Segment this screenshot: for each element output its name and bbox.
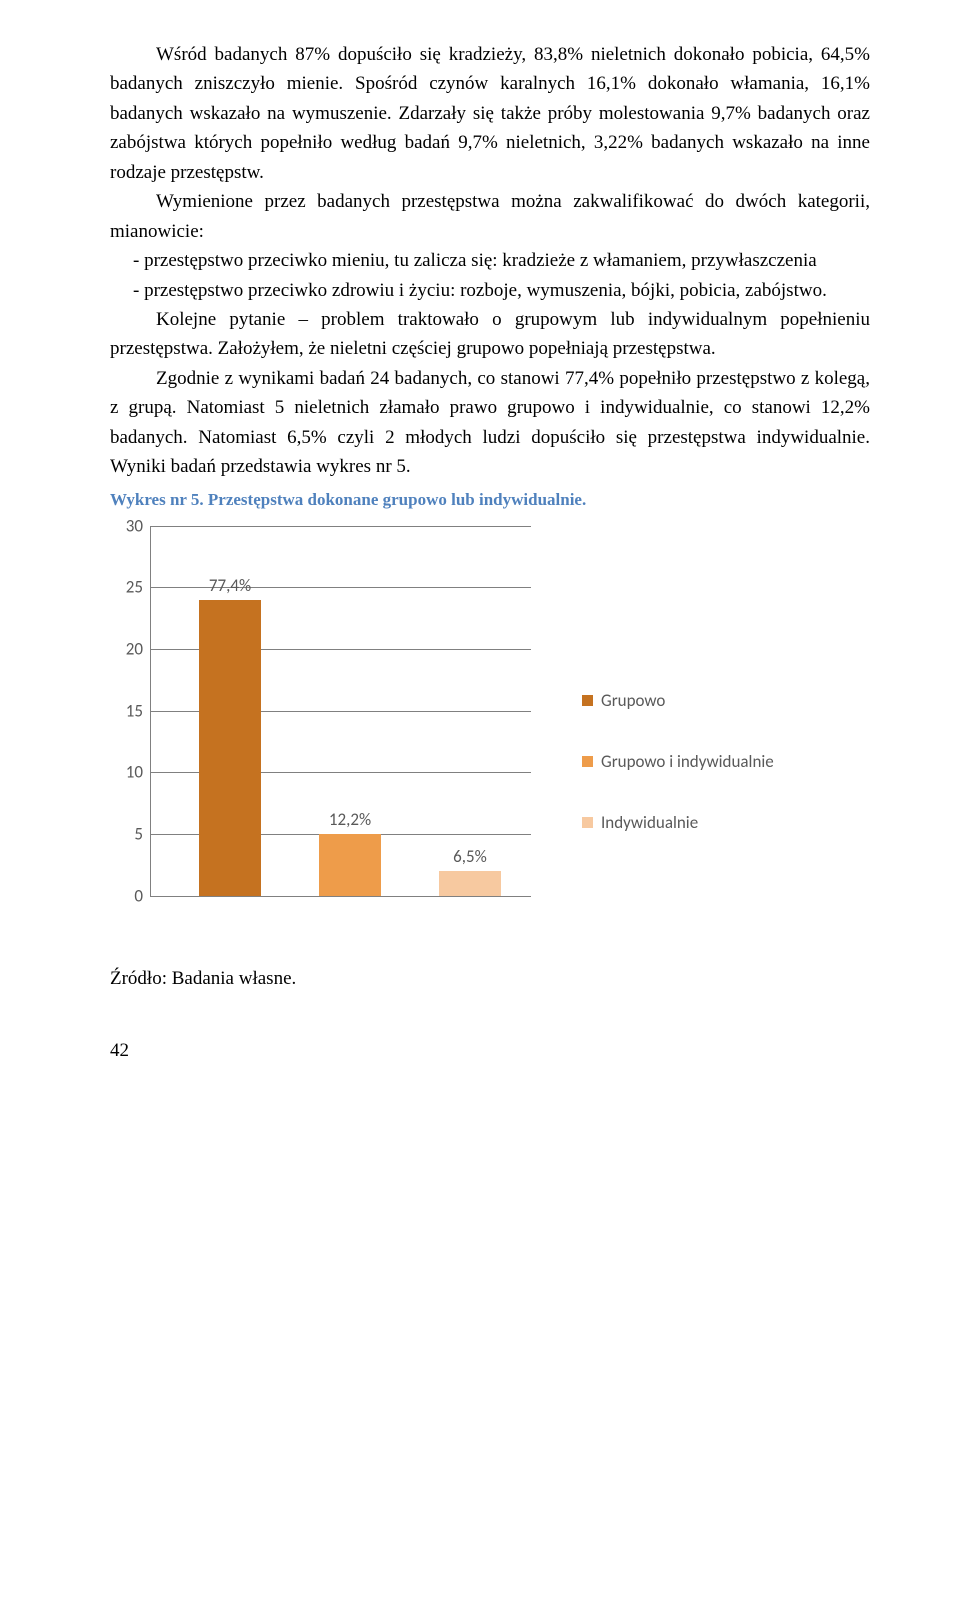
list-item-1: - przestępstwo przeciwko mieniu, tu zali…	[110, 246, 870, 275]
chart-ytick: 15	[126, 700, 151, 721]
chart-legend-item: Grupowo i indywidualnie	[582, 751, 774, 772]
legend-label: Indywidualnie	[601, 812, 698, 833]
chart-bar-label: 12,2%	[329, 809, 371, 834]
legend-label: Grupowo	[601, 690, 665, 711]
chart-caption: Wykres nr 5. Przestępstwa dokonane grupo…	[110, 490, 870, 510]
page-number: 42	[110, 1040, 870, 1062]
chart-bar: 6,5%	[439, 871, 501, 896]
chart-gridline	[151, 526, 531, 527]
chart-ytick: 0	[134, 885, 151, 906]
chart-legend: Grupowo Grupowo i indywidualnie Indywidual…	[582, 690, 774, 873]
chart-plot-area: 05101520253077,4%12,2%6,5%	[150, 526, 531, 897]
chart-bar: 12,2%	[319, 834, 381, 896]
page: Wśród badanych 87% dopuściło się kradzie…	[0, 0, 960, 1102]
paragraph-2: Wymienione przez badanych przestępstwa m…	[110, 187, 870, 246]
chart-bar: 77,4%	[199, 600, 261, 896]
chart-ytick: 25	[126, 577, 151, 598]
legend-swatch	[582, 695, 593, 706]
chart-ytick: 20	[126, 638, 151, 659]
chart-legend-item: Grupowo	[582, 690, 774, 711]
paragraph-4: Zgodnie z wynikami badań 24 badanych, co…	[110, 364, 870, 482]
legend-label: Grupowo i indywidualnie	[601, 751, 774, 772]
chart: 05101520253077,4%12,2%6,5% GrupowoGrupow…	[102, 520, 842, 940]
chart-bar-label: 77,4%	[209, 575, 251, 600]
paragraph-1: Wśród badanych 87% dopuściło się kradzie…	[110, 40, 870, 187]
list-item-2: - przestępstwo przeciwko zdrowiu i życiu…	[110, 276, 870, 305]
paragraph-3: Kolejne pytanie – problem traktowało o g…	[110, 305, 870, 364]
chart-bar-label: 6,5%	[453, 846, 487, 871]
legend-swatch	[582, 756, 593, 767]
chart-legend-item: Indywidualnie	[582, 812, 774, 833]
source-text: Źródło: Badania własne.	[110, 968, 870, 990]
chart-ytick: 5	[134, 823, 151, 844]
chart-ytick: 30	[126, 515, 151, 536]
chart-ytick: 10	[126, 762, 151, 783]
legend-swatch	[582, 817, 593, 828]
